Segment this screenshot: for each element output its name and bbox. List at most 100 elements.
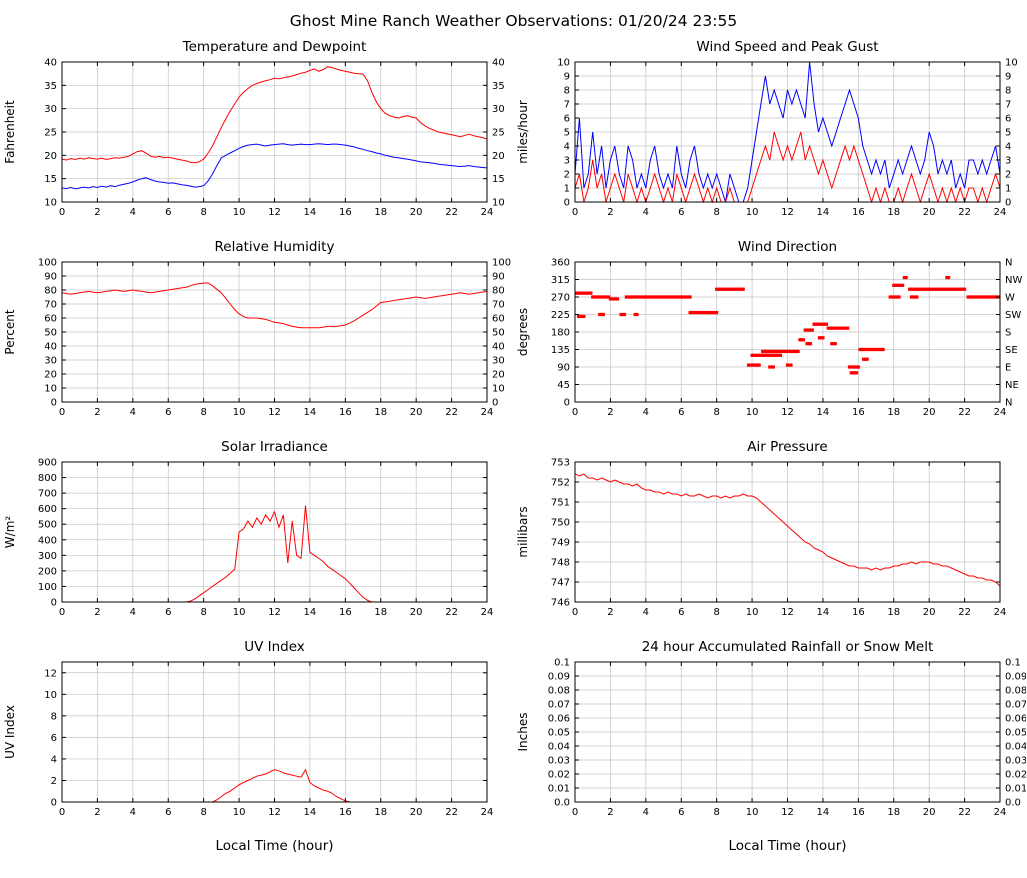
svg-text:0.02: 0.02 <box>548 770 570 781</box>
svg-text:9: 9 <box>1005 72 1011 83</box>
svg-text:0.08: 0.08 <box>1005 686 1026 697</box>
svg-text:0.01: 0.01 <box>1005 784 1026 795</box>
svg-text:800: 800 <box>38 473 57 484</box>
svg-text:2: 2 <box>564 170 570 181</box>
svg-text:0: 0 <box>572 207 578 218</box>
svg-text:30: 30 <box>44 104 57 115</box>
svg-text:Local Time (hour): Local Time (hour) <box>215 838 333 854</box>
svg-text:N: N <box>1005 258 1012 269</box>
svg-text:W/m²: W/m² <box>3 516 17 549</box>
svg-text:0.01: 0.01 <box>548 784 570 795</box>
svg-text:16: 16 <box>852 207 865 218</box>
svg-text:Temperature and Dewpoint: Temperature and Dewpoint <box>182 39 367 55</box>
svg-text:NE: NE <box>1005 380 1019 391</box>
svg-text:18: 18 <box>887 607 900 618</box>
svg-text:14: 14 <box>817 807 830 818</box>
svg-text:4: 4 <box>643 807 649 818</box>
svg-text:50: 50 <box>492 328 505 339</box>
svg-text:14: 14 <box>817 207 830 218</box>
svg-text:0.1: 0.1 <box>554 658 570 669</box>
svg-text:18: 18 <box>374 407 387 418</box>
svg-text:8: 8 <box>713 807 719 818</box>
svg-text:270: 270 <box>551 293 570 304</box>
svg-text:0.0: 0.0 <box>1005 798 1021 809</box>
svg-text:20: 20 <box>492 370 505 381</box>
svg-text:8: 8 <box>51 711 57 722</box>
svg-text:12: 12 <box>781 407 794 418</box>
svg-text:Fahrenheit: Fahrenheit <box>3 100 17 164</box>
svg-text:24 hour Accumulated Rainfall o: 24 hour Accumulated Rainfall or Snow Mel… <box>642 639 934 655</box>
svg-text:Wind Speed and Peak Gust: Wind Speed and Peak Gust <box>696 39 878 55</box>
svg-text:12: 12 <box>781 807 794 818</box>
svg-text:751: 751 <box>551 498 570 509</box>
svg-text:5: 5 <box>564 128 570 139</box>
svg-text:S: S <box>1005 328 1011 339</box>
svg-text:Solar Irradiance: Solar Irradiance <box>221 439 328 455</box>
svg-text:2: 2 <box>607 407 613 418</box>
svg-text:1: 1 <box>564 184 570 195</box>
svg-text:degrees: degrees <box>516 308 530 356</box>
svg-text:10: 10 <box>557 58 570 69</box>
svg-text:0.03: 0.03 <box>548 756 570 767</box>
svg-text:18: 18 <box>374 207 387 218</box>
svg-text:35: 35 <box>492 81 505 92</box>
svg-text:8: 8 <box>564 86 570 97</box>
svg-text:0.08: 0.08 <box>548 686 570 697</box>
chart-solar-irradiance-svg: 0 2 4 6 8 10 12 14 16 18 20 22 240100200300400500600… <box>3 439 493 618</box>
svg-text:10: 10 <box>746 607 759 618</box>
svg-text:3: 3 <box>564 156 570 167</box>
svg-text:0: 0 <box>59 807 65 818</box>
charts-grid: 0 2 4 6 8 10 12 14 16 18 20 22 24 10 10 15 15 20 20 25 25 30 3… <box>0 36 1027 858</box>
svg-text:18: 18 <box>887 407 900 418</box>
svg-text:70: 70 <box>492 300 505 311</box>
svg-text:2: 2 <box>607 207 613 218</box>
svg-text:746: 746 <box>551 598 570 609</box>
svg-text:20: 20 <box>410 407 423 418</box>
svg-text:0.05: 0.05 <box>548 728 570 739</box>
svg-text:0.02: 0.02 <box>1005 770 1026 781</box>
svg-text:0: 0 <box>572 807 578 818</box>
svg-text:2: 2 <box>94 207 100 218</box>
svg-text:N: N <box>1005 398 1012 409</box>
svg-text:7: 7 <box>564 100 570 111</box>
svg-text:45: 45 <box>557 380 570 391</box>
svg-text:10: 10 <box>233 207 246 218</box>
svg-text:W: W <box>1005 293 1015 304</box>
svg-text:0.07: 0.07 <box>548 700 570 711</box>
svg-text:4: 4 <box>130 207 136 218</box>
svg-text:30: 30 <box>492 356 505 367</box>
svg-text:Percent: Percent <box>3 309 17 354</box>
svg-text:8: 8 <box>713 207 719 218</box>
svg-text:14: 14 <box>304 807 317 818</box>
svg-text:10: 10 <box>44 198 57 209</box>
svg-text:millibars: millibars <box>516 506 530 557</box>
svg-text:2: 2 <box>94 407 100 418</box>
svg-text:0: 0 <box>572 607 578 618</box>
svg-text:12: 12 <box>781 207 794 218</box>
svg-text:6: 6 <box>564 114 570 125</box>
svg-text:4: 4 <box>130 407 136 418</box>
svg-text:6: 6 <box>51 733 57 744</box>
svg-text:70: 70 <box>44 300 57 311</box>
svg-text:6: 6 <box>165 607 171 618</box>
svg-text:10: 10 <box>233 407 246 418</box>
svg-text:0: 0 <box>51 798 57 809</box>
svg-text:90: 90 <box>557 363 570 374</box>
svg-text:40: 40 <box>492 58 505 69</box>
svg-text:24: 24 <box>994 407 1007 418</box>
svg-text:6: 6 <box>678 407 684 418</box>
svg-text:0: 0 <box>51 598 57 609</box>
svg-text:0: 0 <box>572 407 578 418</box>
svg-text:14: 14 <box>817 607 830 618</box>
svg-text:40: 40 <box>492 342 505 353</box>
svg-text:25: 25 <box>492 128 505 139</box>
svg-text:12: 12 <box>781 607 794 618</box>
svg-text:SE: SE <box>1005 345 1018 356</box>
svg-text:0: 0 <box>1005 198 1011 209</box>
svg-text:0.04: 0.04 <box>1005 742 1026 753</box>
svg-text:10: 10 <box>746 807 759 818</box>
svg-text:22: 22 <box>958 207 971 218</box>
svg-text:8: 8 <box>713 407 719 418</box>
